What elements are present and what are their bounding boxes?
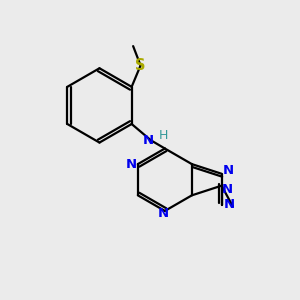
Text: N: N <box>222 183 233 196</box>
Text: H: H <box>159 129 168 142</box>
Text: N: N <box>223 164 234 177</box>
Text: N: N <box>224 199 235 212</box>
Text: N: N <box>158 207 169 220</box>
Text: N: N <box>143 134 154 147</box>
Text: N: N <box>126 158 137 171</box>
Text: S: S <box>135 58 146 73</box>
